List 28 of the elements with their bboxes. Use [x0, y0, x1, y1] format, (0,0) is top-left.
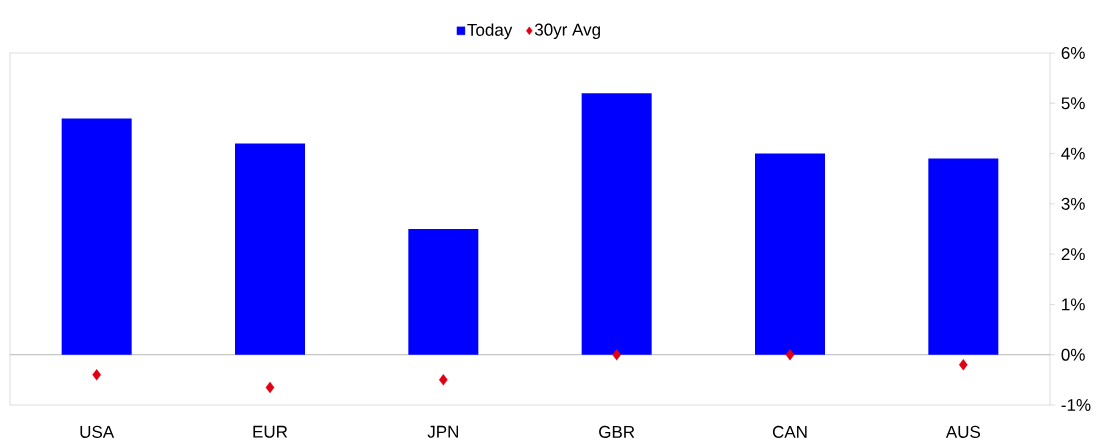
point [785, 349, 795, 361]
y-tick-label: 4% [1061, 147, 1085, 160]
y-tick-label: 0% [1061, 348, 1085, 361]
x-tick-label: AUS [945, 425, 981, 438]
y-tick-label: 6% [1061, 46, 1085, 60]
legend-label: Today [467, 23, 513, 40]
point [265, 381, 275, 394]
x-tick-label: EUR [253, 425, 288, 438]
point [612, 349, 621, 361]
y-tick-label: 1% [1062, 298, 1085, 311]
x-tick-label: USA [80, 425, 115, 438]
y-tick-label: -1% [1061, 399, 1091, 411]
legend-label: 30yr Avg [534, 23, 600, 40]
bar [581, 93, 652, 355]
point [439, 374, 448, 386]
x-tick-label: JPN [427, 425, 458, 438]
bar [928, 158, 999, 355]
x-tick-label: GBR [599, 425, 635, 438]
y-tick-label: 5% [1061, 97, 1085, 110]
point [959, 359, 968, 371]
bar [408, 229, 479, 355]
y-tick-label: 2% [1061, 248, 1085, 261]
y-tick-label: 3% [1061, 197, 1085, 210]
x-tick-label: CAN [772, 425, 807, 438]
bar [755, 153, 825, 355]
bar [61, 118, 132, 355]
point [92, 369, 101, 381]
bar [235, 143, 305, 355]
